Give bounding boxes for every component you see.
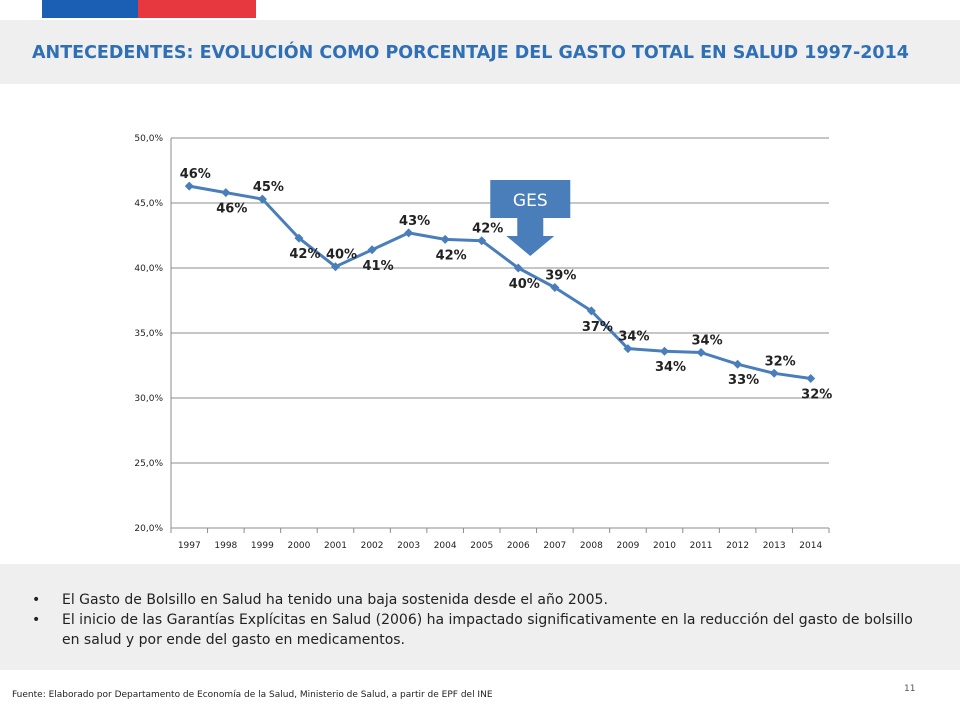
line-chart: 20,0% 25,0% 30,0% 35,0% 40,0% 45,0% 50,0% 1997 1… [134, 134, 832, 551]
data-label: 45% [253, 180, 284, 195]
y-tick-label: 30,0% [134, 394, 163, 404]
data-label: 34% [655, 360, 686, 375]
data-label: 42% [436, 248, 467, 263]
x-tick-label: 1999 [251, 541, 274, 551]
data-point [513, 263, 523, 273]
data-point [184, 181, 194, 191]
y-tick-label: 20,0% [134, 524, 163, 534]
data-label: 42% [289, 247, 320, 262]
y-tick-label: 35,0% [134, 329, 163, 339]
page-number: 11 [904, 684, 916, 694]
data-point [294, 233, 304, 243]
flag-red-stripe [138, 0, 256, 18]
title-band [0, 20, 960, 84]
data-label: 40% [326, 248, 357, 263]
data-point [806, 374, 816, 383]
x-tick-label: 2010 [653, 541, 676, 551]
data-point [586, 306, 596, 316]
y-tick-label: 40,0% [134, 264, 163, 274]
data-point [257, 194, 267, 204]
bullet-item: El Gasto de Bolsillo en Salud ha tenido … [32, 590, 932, 610]
flag-blue-stripe [42, 0, 138, 18]
data-label: 43% [399, 214, 430, 229]
y-tick-label: 25,0% [134, 459, 163, 469]
x-tick-label: 2011 [690, 541, 713, 551]
ges-box [490, 180, 571, 218]
x-tick-label: 2002 [361, 541, 384, 551]
data-point [221, 188, 231, 198]
x-tick-label: 2001 [324, 541, 347, 551]
data-label: 32% [801, 388, 832, 403]
data-point [769, 368, 779, 378]
data-label: 34% [618, 330, 649, 345]
slide-title: ANTECEDENTES: EVOLUCIÓN COMO PORCENTAJE … [32, 43, 909, 63]
x-tick-label: 2012 [726, 541, 749, 551]
data-label: 34% [691, 334, 722, 349]
x-tick-label: 2009 [616, 541, 639, 551]
bullet-list: El Gasto de Bolsillo en Salud ha tenido … [32, 590, 932, 650]
data-label: 37% [582, 320, 613, 335]
x-tick-label: 2014 [799, 541, 822, 551]
data-point [623, 344, 633, 354]
x-tick-label: 2007 [543, 541, 566, 551]
source-note: Fuente: Elaborado por Departamento de Ec… [12, 690, 493, 700]
data-point [440, 234, 450, 244]
data-point [660, 346, 669, 356]
x-tick-label: 1997 [178, 541, 201, 551]
y-tick-label: 45,0% [134, 199, 163, 209]
data-point [404, 228, 414, 238]
data-label: 39% [545, 269, 576, 284]
ges-arrow-head [506, 236, 555, 256]
data-point [733, 359, 743, 369]
x-tick-label: 1998 [214, 541, 237, 551]
data-point [550, 283, 560, 292]
data-label: 41% [362, 259, 393, 274]
x-tick-label: 2004 [434, 541, 457, 551]
x-tick-label: 2006 [507, 541, 530, 551]
data-point [367, 245, 377, 255]
series-line [189, 184, 811, 380]
data-label: 46% [216, 202, 247, 217]
x-tick-label: 2008 [580, 541, 603, 551]
bullet-item: El inicio de las Garantías Explícitas en… [32, 610, 932, 650]
data-label: 42% [472, 222, 503, 237]
ges-label: GES [513, 191, 548, 211]
x-tick-label: 2013 [763, 541, 786, 551]
x-tick-label: 2005 [470, 541, 493, 551]
x-tick-label: 2000 [287, 541, 310, 551]
ges-arrow-shaft [517, 218, 544, 236]
data-point [477, 236, 487, 246]
data-label: 32% [765, 354, 796, 369]
y-tick-label: 50,0% [134, 134, 163, 144]
data-label: 46% [180, 167, 211, 182]
data-label: 33% [728, 373, 759, 388]
data-point [696, 348, 706, 357]
data-point [331, 262, 340, 272]
data-label: 40% [509, 277, 540, 292]
x-tick-label: 2003 [397, 541, 420, 551]
